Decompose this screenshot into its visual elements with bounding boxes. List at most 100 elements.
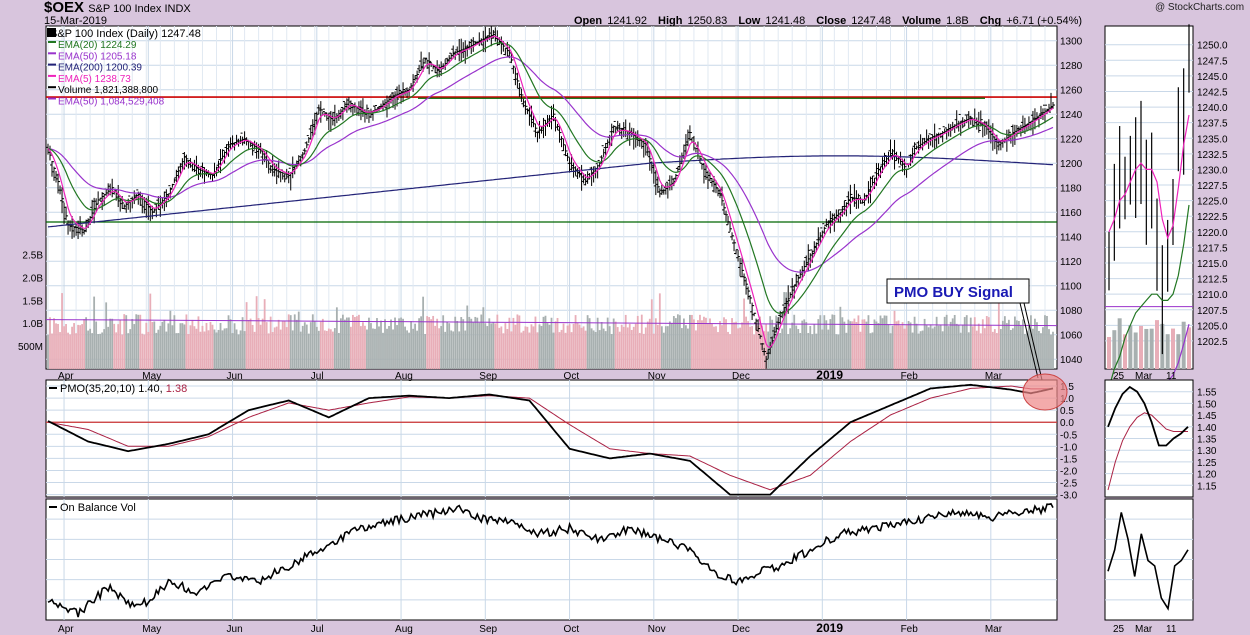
volume-bar xyxy=(253,331,256,369)
volume-bar xyxy=(975,330,978,369)
price-panel xyxy=(45,25,1058,370)
volume-bar xyxy=(699,314,701,369)
volume-bar xyxy=(777,331,780,369)
volume-bar xyxy=(131,319,134,369)
price-axis-tick: 1040 xyxy=(1060,355,1083,366)
volume-bar xyxy=(337,332,340,369)
volume-bar xyxy=(129,329,132,369)
annotation-pointer-2 xyxy=(1023,302,1043,381)
volume-bar xyxy=(1022,319,1024,369)
volume-bar xyxy=(682,318,685,369)
volume-bar xyxy=(61,293,63,369)
volume-bar xyxy=(107,326,110,369)
volume-bar xyxy=(211,324,214,369)
volume-bar xyxy=(468,316,471,369)
volume-bar xyxy=(518,315,521,369)
volume-bar xyxy=(181,323,184,369)
zoom-pmo-axis-tick: 1.15 xyxy=(1197,481,1217,492)
volume-bar xyxy=(925,324,928,369)
price-axis-tick: 1240 xyxy=(1060,110,1083,121)
month-label-mid: May xyxy=(142,371,161,382)
volume-bar xyxy=(991,331,994,369)
volume-bar xyxy=(241,317,244,369)
zoom-volume-bar xyxy=(1117,318,1122,369)
volume-bar xyxy=(51,333,53,369)
zoom-axis-tick: 1237.5 xyxy=(1197,119,1228,130)
volume-bar xyxy=(697,320,699,369)
volume-bar xyxy=(905,324,908,369)
volume-bar xyxy=(989,325,992,369)
zoom-axis-tick: 1230.0 xyxy=(1197,165,1228,176)
volume-bar xyxy=(49,317,51,369)
volume-bar xyxy=(488,318,491,369)
volume-bar xyxy=(937,325,940,369)
volume-bar xyxy=(339,318,342,369)
volume-bar xyxy=(448,323,451,369)
volume-bar xyxy=(949,321,952,369)
volume-bar xyxy=(171,325,174,369)
ema5-line xyxy=(47,35,1054,348)
volume-bar xyxy=(903,328,906,369)
volume-bar xyxy=(1017,320,1020,369)
volume-bar xyxy=(189,325,192,369)
volume-bar xyxy=(239,330,242,369)
zoom-ema5 xyxy=(1108,114,1190,240)
volume-bar xyxy=(233,323,236,369)
volume-bar xyxy=(576,322,579,369)
volume-bar xyxy=(915,323,918,369)
low-label: Low xyxy=(738,15,761,27)
volume-bar xyxy=(313,321,316,369)
volume-bar xyxy=(913,316,916,369)
volume-bar xyxy=(1007,319,1010,369)
volume-bar xyxy=(765,324,768,369)
month-label-mid: Nov xyxy=(648,371,666,382)
volume-bar xyxy=(157,329,160,369)
volume-bar xyxy=(857,315,860,369)
zoom-axis-tick: 1245.0 xyxy=(1197,72,1228,83)
volume-bar xyxy=(703,316,705,369)
volume-bar xyxy=(582,326,585,369)
volume-bar xyxy=(89,328,92,369)
volume-bar xyxy=(831,314,834,369)
zoom-axis-tick: 1242.5 xyxy=(1197,87,1228,98)
volume-bar xyxy=(95,321,98,369)
zoom-month-label-bottom: 11 xyxy=(1166,624,1177,635)
volume-bar xyxy=(235,329,238,369)
volume-bar xyxy=(929,324,932,369)
volume-bar xyxy=(957,325,960,369)
volume-bar xyxy=(295,319,298,369)
volume-bar xyxy=(452,331,455,369)
volume-bar xyxy=(331,331,334,369)
volume-bar xyxy=(674,318,677,369)
volume-bar xyxy=(759,316,762,369)
volume-bar xyxy=(971,326,974,369)
volume-bar xyxy=(55,323,57,369)
volume-bar xyxy=(406,330,408,369)
volume-bar xyxy=(307,333,310,369)
volume-bar xyxy=(602,328,605,369)
volume-bar xyxy=(590,328,593,369)
volume-bar xyxy=(343,319,346,369)
month-label-mid: Jun xyxy=(227,371,243,382)
pmo-axis-tick: 1.5 xyxy=(1060,382,1074,393)
volume-bar xyxy=(484,323,487,369)
volume-bar xyxy=(875,321,878,369)
volume-bar xyxy=(85,317,88,369)
volume-bar xyxy=(474,316,477,369)
volume-bar xyxy=(329,329,332,369)
volume-value: 1.8B xyxy=(946,15,969,27)
volume-bar xyxy=(135,314,138,369)
volume-bar xyxy=(873,319,876,369)
month-label-bottom: Aug xyxy=(395,624,413,635)
volume-bar xyxy=(75,333,77,369)
zoom-axis-tick: 1225.0 xyxy=(1197,197,1228,208)
symbol-title: $OEX S&P 100 Index INDX xyxy=(44,0,191,16)
volume-bar xyxy=(145,322,148,369)
volume-bar xyxy=(969,317,972,369)
ema20-line xyxy=(47,42,1054,314)
volume-bar xyxy=(927,327,930,369)
volume-bar xyxy=(341,314,344,369)
volume-bar xyxy=(103,329,106,369)
volume-bar xyxy=(733,322,735,369)
